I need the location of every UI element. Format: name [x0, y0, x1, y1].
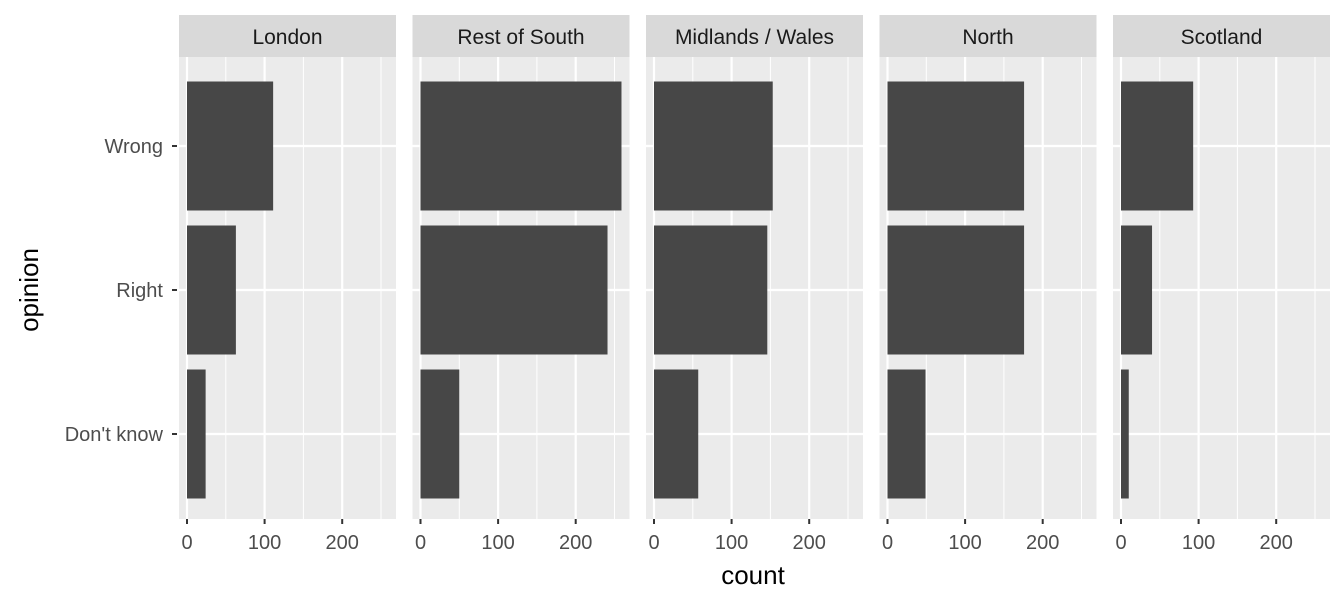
bar — [1121, 225, 1153, 355]
facet-label: Midlands / Wales — [675, 26, 834, 49]
y-axis-title: opinion — [14, 248, 44, 332]
bar — [187, 225, 236, 355]
bar — [887, 81, 1025, 211]
x-tick-label: 100 — [248, 532, 281, 554]
bar — [654, 81, 773, 211]
x-tick-label: 100 — [948, 532, 981, 554]
bar — [1121, 81, 1194, 211]
facet-panel: Scotland 0 100 200 — [1113, 15, 1330, 554]
y-tick-label: Don't know — [65, 424, 164, 446]
x-tick-label: 200 — [793, 532, 826, 554]
facet-label: Scotland — [1181, 26, 1263, 49]
x-tick-label: 0 — [415, 532, 426, 554]
bar — [1121, 369, 1129, 499]
facet-strip — [879, 15, 1097, 57]
x-tick-label: 0 — [181, 532, 192, 554]
x-tick-label: 100 — [715, 532, 748, 554]
facet-label: Rest of South — [457, 26, 584, 49]
facet-panel: Rest of South 0 100 200 — [412, 15, 630, 554]
facet-panel: North 0 100 200 — [879, 15, 1097, 554]
x-tick-label: 0 — [882, 532, 893, 554]
facet-strip — [1113, 15, 1330, 57]
bar — [420, 369, 460, 499]
bar — [187, 81, 274, 211]
bar — [887, 225, 1025, 355]
facet-label: North — [962, 26, 1013, 49]
bar — [887, 369, 926, 499]
x-tick-label: 100 — [1182, 532, 1215, 554]
y-tick-label: Wrong — [104, 136, 163, 158]
facet-strip — [179, 15, 396, 57]
bar — [420, 81, 622, 211]
x-tick-label: 200 — [559, 532, 592, 554]
x-tick-label: 200 — [1026, 532, 1059, 554]
x-tick-label: 0 — [1115, 532, 1126, 554]
facet-strip — [412, 15, 630, 57]
bar — [420, 225, 608, 355]
facet-strip — [646, 15, 863, 57]
bar — [187, 369, 206, 499]
y-axis: Wrong Right Don't know — [65, 136, 177, 446]
facet-panel: London 0 100 200 — [179, 15, 396, 554]
x-tick-label: 200 — [1260, 532, 1293, 554]
facet-label: London — [252, 26, 322, 49]
bar — [654, 369, 699, 499]
bar — [654, 225, 768, 355]
x-tick-label: 0 — [648, 532, 659, 554]
x-tick-label: 100 — [481, 532, 514, 554]
facet-panel: Midlands / Wales 0 100 200 — [646, 15, 863, 554]
x-tick-label: 200 — [326, 532, 359, 554]
x-axis-title: count — [721, 560, 785, 590]
y-tick-label: Right — [116, 280, 163, 302]
